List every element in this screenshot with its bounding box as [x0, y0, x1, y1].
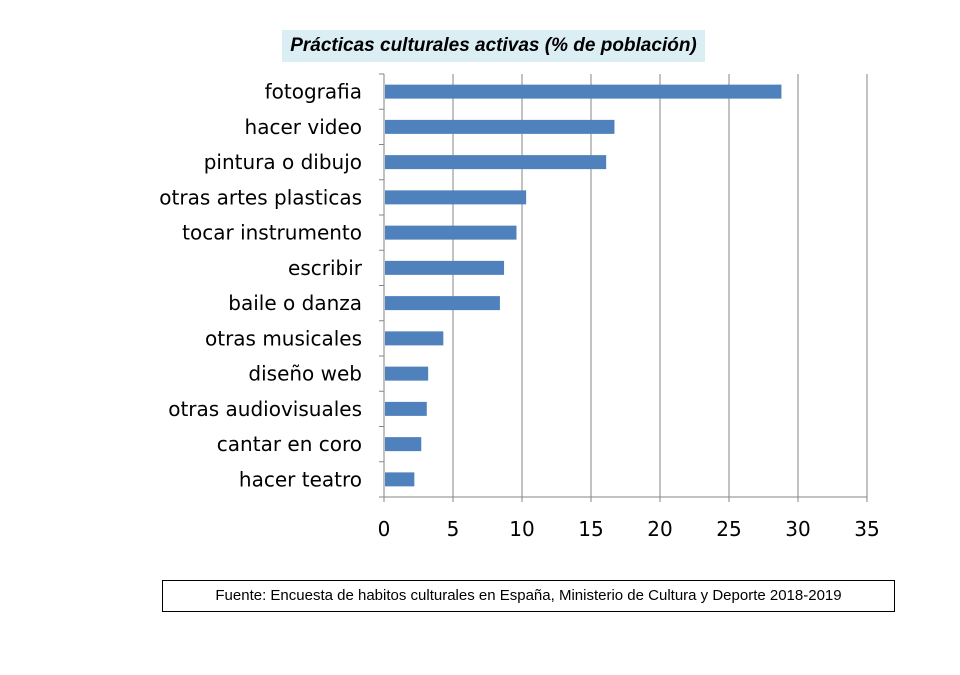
x-tick-label: 25 — [716, 517, 741, 541]
category-labels: fotografia hacer video pintura o dibujo otr… — [159, 80, 363, 492]
bar — [385, 155, 607, 170]
x-tick-label: 35 — [854, 517, 879, 541]
x-tick-label: 5 — [447, 517, 460, 541]
bar — [385, 366, 429, 381]
category-label: diseño web — [248, 362, 362, 386]
bar — [385, 190, 527, 205]
category-label: tocar instrumento — [182, 221, 362, 245]
bar — [385, 260, 505, 275]
category-label: otras musicales — [205, 326, 362, 350]
bar — [385, 331, 444, 346]
bar — [385, 84, 782, 99]
category-label: pintura o dibujo — [204, 150, 362, 174]
bar — [385, 437, 422, 452]
category-label: hacer video — [245, 115, 362, 139]
category-label: hacer teatro — [239, 467, 362, 491]
bar — [385, 401, 427, 416]
category-label: otras artes plasticas — [159, 185, 362, 209]
bar — [385, 225, 517, 240]
x-tick-label: 15 — [578, 517, 603, 541]
x-tick-label: 20 — [647, 517, 672, 541]
bar — [385, 119, 615, 134]
x-tick-labels: 0 5 10 15 20 25 30 35 — [378, 517, 880, 541]
x-tick-label: 10 — [509, 517, 534, 541]
bars — [385, 84, 782, 487]
category-label: fotografia — [265, 80, 362, 104]
axes — [379, 73, 868, 502]
bar — [385, 472, 415, 487]
chart-title: Prácticas culturales activas (% de pobla… — [282, 30, 705, 62]
category-label: otras audiovisuales — [168, 397, 362, 421]
bar — [385, 296, 500, 311]
category-label: cantar en coro — [217, 432, 362, 456]
category-label: baile o danza — [228, 291, 362, 315]
x-tick-label: 0 — [378, 517, 391, 541]
grid-lines — [452, 74, 868, 497]
category-label: escribir — [288, 256, 363, 280]
x-tick-label: 30 — [785, 517, 810, 541]
source-note: Fuente: Encuesta de habitos culturales e… — [162, 580, 895, 612]
